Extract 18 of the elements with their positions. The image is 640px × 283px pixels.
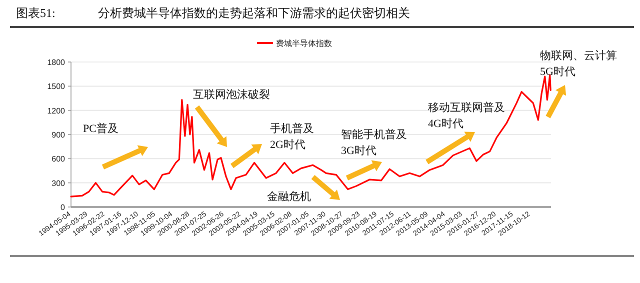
y-tick-label: 1500 [47,82,66,92]
annotation: PC普及 [83,122,118,135]
annotation: 物联网、云计算 5G时代 [540,49,617,78]
y-tick-label: 900 [52,130,66,140]
y-tick-label: 1800 [47,58,66,67]
annotation: 金融危机 [267,191,311,203]
legend: 费城半导体指数 [257,39,332,48]
y-tick-label: 300 [52,178,66,188]
annotation: 手机普及 2G时代 [270,122,314,151]
annotation: 移动互联网普及 4G时代 [428,101,505,130]
y-tick-label: 600 [52,154,66,164]
legend-label: 费城半导体指数 [276,39,332,48]
y-tick-label: 0 [60,203,66,212]
annotation: 智能手机普及 3G时代 [341,128,407,157]
annotation: 互联网泡沫破裂 [193,88,270,101]
y-tick-label: 1200 [47,106,66,116]
chart-title: 分析费城半导体指数的走势起落和下游需求的起伏密切相关 [98,6,410,20]
text: 图表51: [16,6,56,20]
